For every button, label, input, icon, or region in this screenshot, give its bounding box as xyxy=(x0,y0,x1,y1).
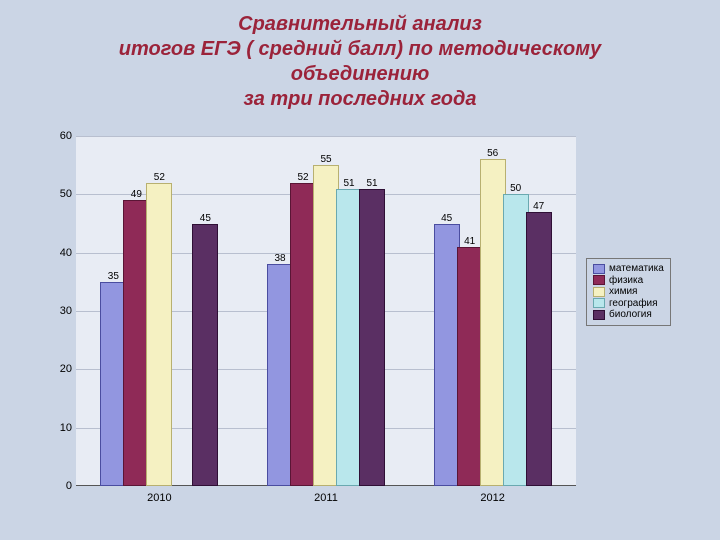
x-category-label: 2012 xyxy=(480,492,504,504)
bar xyxy=(526,212,552,486)
legend-item-fizika: физика xyxy=(593,275,664,287)
legend-swatch-icon xyxy=(593,275,605,285)
legend-label: физика xyxy=(609,275,643,287)
legend-label: химия xyxy=(609,286,637,298)
legend-item-biologiya: биология xyxy=(593,309,664,321)
legend-swatch-icon xyxy=(593,310,605,320)
legend-label: математика xyxy=(609,263,664,275)
bar-biologiya: 45 xyxy=(192,224,218,487)
bar-biologiya: 51 xyxy=(359,189,385,487)
y-tick-label: 60 xyxy=(44,130,72,142)
legend-swatch-icon xyxy=(593,264,605,274)
legend-swatch-icon xyxy=(593,298,605,308)
x-category-label: 2010 xyxy=(147,492,171,504)
bar-group: 4541565047 xyxy=(434,159,552,486)
chart-title: Сравнительный анализ итогов ЕГЭ ( средни… xyxy=(0,12,720,112)
bar-biologiya: 47 xyxy=(526,212,552,486)
x-category-label: 2011 xyxy=(314,492,338,504)
bar-value-label: 45 xyxy=(434,213,460,224)
y-tick-label: 50 xyxy=(44,188,72,200)
legend-item-geografiya: география xyxy=(593,298,664,310)
legend: математикафизикахимиягеографиябиология xyxy=(586,258,671,326)
bar-value-label: 56 xyxy=(480,148,506,159)
legend-item-matematika: математика xyxy=(593,263,664,275)
bar-value-label: 55 xyxy=(313,154,339,165)
gridline xyxy=(76,136,576,137)
y-tick-label: 40 xyxy=(44,247,72,259)
legend-label: география xyxy=(609,298,658,310)
bar-value-label: 52 xyxy=(146,172,172,183)
bar-himiya: 52 xyxy=(146,183,172,486)
y-tick-label: 10 xyxy=(44,422,72,434)
plot-area: 3549524538525551514541565047 xyxy=(76,136,576,486)
bar-group: 35495245 xyxy=(100,183,218,486)
slide: Сравнительный анализ итогов ЕГЭ ( средни… xyxy=(0,0,720,540)
y-tick-label: 20 xyxy=(44,363,72,375)
bar-value-label: 50 xyxy=(503,183,529,194)
y-tick-label: 0 xyxy=(44,480,72,492)
chart-container: 3549524538525551514541565047 математикаф… xyxy=(30,128,670,523)
legend-swatch-icon xyxy=(593,287,605,297)
bar xyxy=(359,189,385,487)
legend-label: биология xyxy=(609,309,652,321)
bar-group: 3852555151 xyxy=(267,165,385,486)
legend-item-himiya: химия xyxy=(593,286,664,298)
y-tick-label: 30 xyxy=(44,305,72,317)
bar-value-label: 47 xyxy=(526,201,552,212)
bar xyxy=(192,224,218,487)
bar-value-label: 51 xyxy=(359,178,385,189)
bar-value-label: 45 xyxy=(192,213,218,224)
bar xyxy=(146,183,172,486)
